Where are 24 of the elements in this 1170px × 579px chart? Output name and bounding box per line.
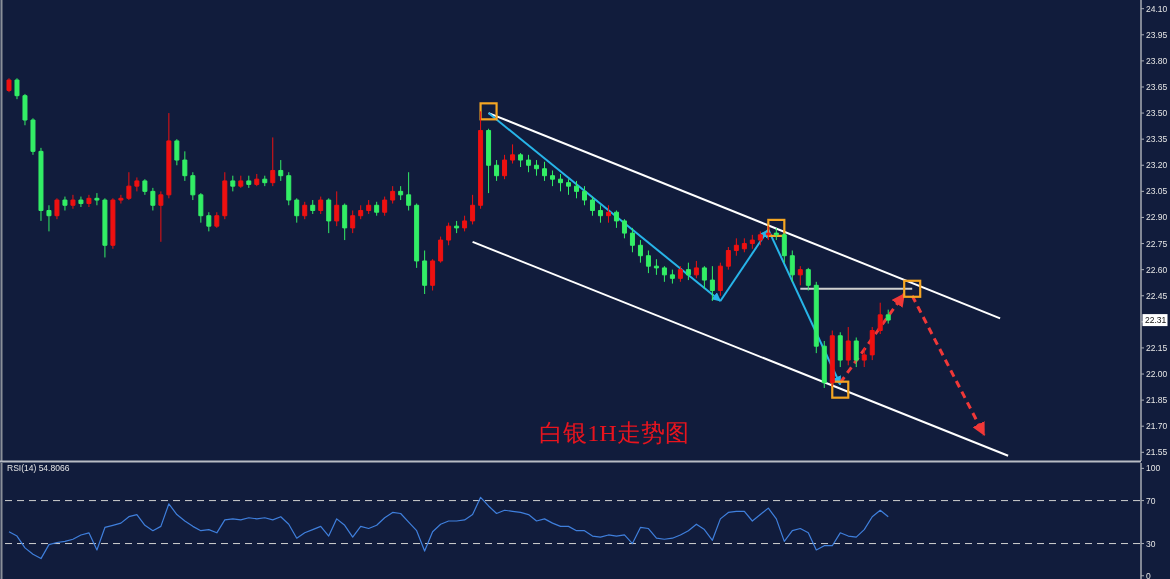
y-tick-label: 21.55 xyxy=(1146,447,1168,458)
y-tick-label: 23.65 xyxy=(1146,81,1168,92)
y-tick-label: 22.60 xyxy=(1146,264,1168,275)
chart-title: RSI(14) 54.8066 xyxy=(7,463,70,473)
y-tick-label: 30 xyxy=(1146,538,1156,549)
y-tick-label: 23.05 xyxy=(1146,186,1168,197)
y-tick-label: 23.50 xyxy=(1146,108,1168,119)
y-tick-label: 23.95 xyxy=(1146,29,1168,40)
y-tick-label: 21.70 xyxy=(1146,421,1168,432)
y-tick-label: 22.15 xyxy=(1146,342,1168,353)
text: 白银1H走势图 xyxy=(539,420,689,446)
y-tick-label: 22.00 xyxy=(1146,369,1168,380)
y-tick-label: 22.45 xyxy=(1146,290,1168,301)
y-tick-label: 23.80 xyxy=(1146,55,1168,66)
y-tick-label: 23.35 xyxy=(1146,134,1168,145)
y-tick-label: 100 xyxy=(1146,463,1161,474)
y-tick-label: 70 xyxy=(1146,495,1156,506)
y-tick-label: 24.10 xyxy=(1146,3,1168,14)
y-tick-label: 22.90 xyxy=(1146,212,1168,223)
annotation: 22.31 xyxy=(1145,315,1167,326)
y-tick-label: 21.85 xyxy=(1146,395,1168,406)
y-tick-label: 0 xyxy=(1146,570,1151,579)
y-tick-label: 22.75 xyxy=(1146,238,1168,249)
y-tick-label: 23.20 xyxy=(1146,160,1168,171)
